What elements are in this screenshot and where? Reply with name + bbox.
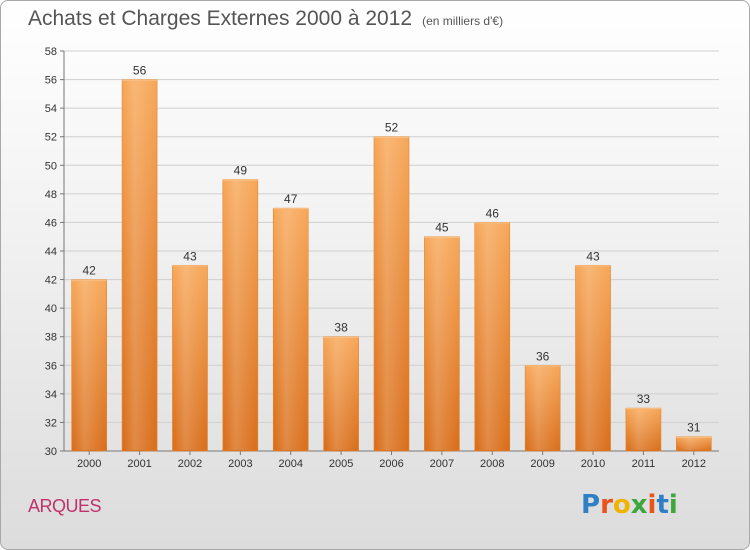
data-label: 38: [334, 321, 348, 335]
data-label: 46: [486, 206, 500, 220]
x-tick-label: 2012: [682, 458, 706, 470]
chart-title: Achats et Charges Externes 2000 à 2012 (e…: [28, 7, 503, 31]
x-tick-label: 2002: [178, 458, 202, 470]
y-tick-label: 36: [45, 360, 57, 372]
y-tick-label: 54: [45, 103, 57, 115]
bar-highlight: [224, 180, 256, 451]
y-tick-label: 42: [45, 275, 57, 287]
x-tick-label: 2000: [77, 458, 101, 470]
y-tick-label: 50: [45, 160, 57, 172]
logo-letter: i: [668, 490, 678, 520]
data-label: 52: [385, 121, 399, 135]
y-tick-label: 34: [45, 389, 57, 401]
proxiti-logo[interactable]: Proxiti: [581, 490, 678, 520]
logo-letter: x: [630, 490, 648, 520]
y-tick-label: 38: [45, 332, 57, 344]
bar-highlight: [325, 337, 357, 450]
y-tick-label: 52: [45, 132, 57, 144]
bar-highlight: [426, 237, 458, 450]
data-label: 42: [83, 264, 97, 278]
data-labels: 42 56 43 49 47 38 52 45 46 36 43 33 31: [83, 64, 701, 435]
data-label: 49: [234, 164, 248, 178]
x-tick-label: 2001: [127, 458, 151, 470]
y-tick-label: 56: [45, 75, 57, 87]
x-tick-label: 2004: [278, 458, 302, 470]
y-tick-label: 44: [45, 246, 57, 258]
data-label: 43: [183, 249, 197, 263]
y-tick-label: 58: [45, 46, 57, 58]
logo-letter: o: [612, 490, 631, 520]
x-tick-label: 2010: [581, 458, 605, 470]
chart-title-text: Achats et Charges Externes 2000 à 2012: [28, 7, 413, 30]
bar-highlight: [174, 266, 206, 450]
y-tick-label: 32: [45, 417, 57, 429]
bar-highlight: [124, 80, 156, 451]
logo-letter: r: [600, 490, 613, 520]
logo-letter: i: [647, 490, 657, 520]
chart-unit-label: (en milliers d'€): [422, 14, 504, 28]
data-label: 33: [637, 392, 651, 406]
bar-highlight: [678, 437, 710, 450]
data-label: 47: [284, 192, 298, 206]
data-label: 43: [586, 249, 600, 263]
x-tick-label: 2006: [379, 458, 403, 470]
x-tick-label: 2009: [530, 458, 554, 470]
bar-highlight: [376, 137, 407, 450]
y-tick-label: 30: [45, 446, 57, 458]
y-tick-label: 40: [45, 303, 57, 315]
data-label: 31: [687, 421, 701, 435]
y-tick-label: 48: [45, 189, 57, 201]
data-label: 56: [133, 64, 147, 78]
data-label: 36: [536, 349, 550, 363]
x-tick-label: 2008: [480, 458, 504, 470]
bars: [71, 79, 712, 452]
x-tick-label: 2003: [228, 458, 252, 470]
x-tick-label: 2005: [329, 458, 353, 470]
bar-highlight: [73, 280, 105, 450]
logo-letter: P: [581, 490, 601, 520]
data-label: 45: [435, 221, 449, 235]
bar-highlight: [275, 209, 307, 450]
bar-highlight: [627, 409, 659, 450]
commune-name: ARQUES: [28, 496, 102, 516]
logo-letter: t: [656, 490, 669, 520]
y-tick-label: 46: [45, 217, 57, 229]
bar-highlight: [527, 366, 559, 450]
bar-highlight: [476, 223, 508, 450]
x-tick-label: 2011: [632, 458, 656, 470]
bar-highlight: [577, 266, 609, 450]
x-tick-label: 2007: [430, 458, 454, 470]
